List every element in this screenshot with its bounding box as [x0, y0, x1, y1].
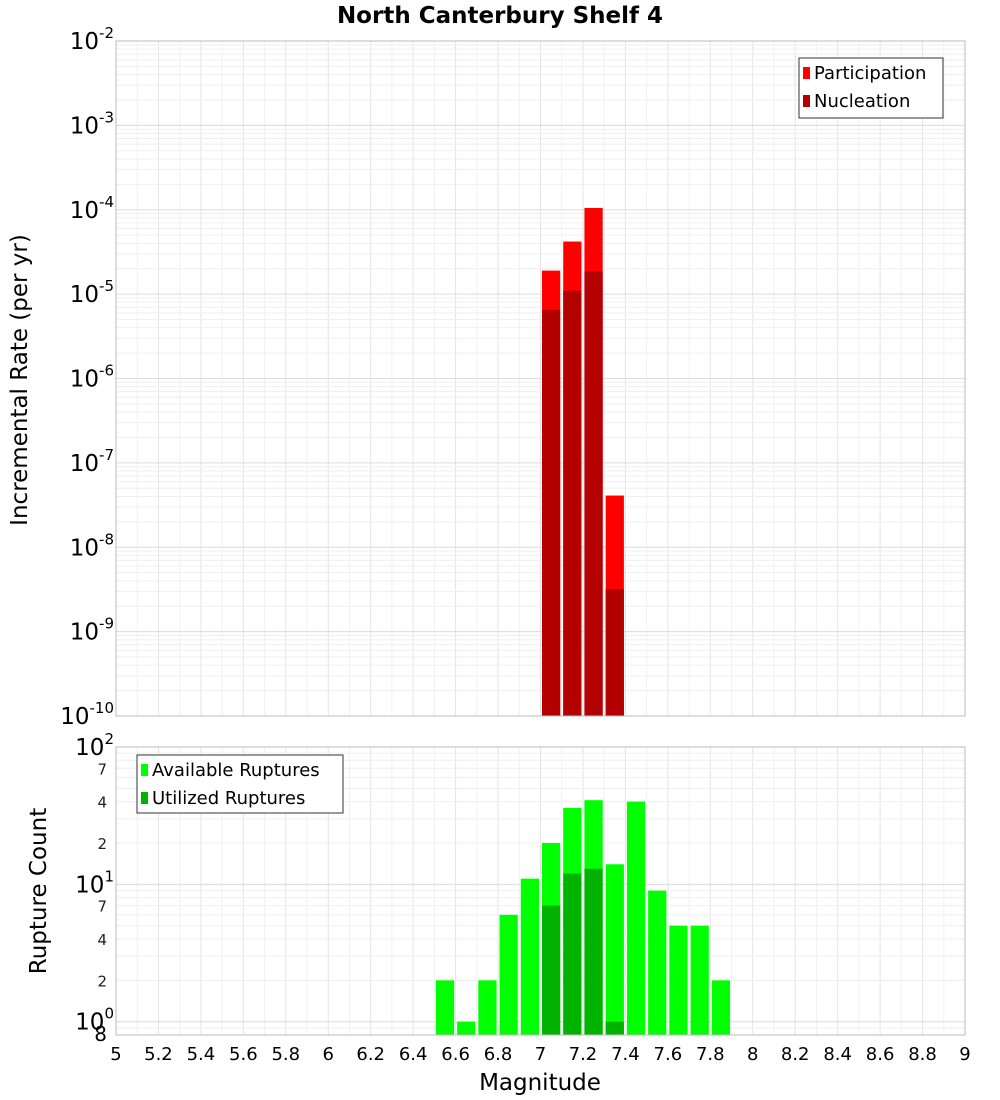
bottom-bar-available-ruptures: [690, 925, 709, 1035]
top-bar-nucleation: [584, 271, 603, 716]
bottom-y-tick-label: 100: [75, 1005, 114, 1036]
top-y-tick-label: 10-6: [70, 362, 114, 393]
x-tick-label: 6.2: [356, 1044, 385, 1065]
bottom-y-minor-tick-label: 7: [97, 898, 107, 916]
x-tick-label: 7.4: [611, 1044, 640, 1065]
x-tick-label: 6: [323, 1044, 334, 1065]
bottom-y-minor-tick-label: 2: [97, 972, 107, 990]
x-tick-label: 5.8: [271, 1044, 300, 1065]
x-tick-label: 7.8: [696, 1044, 725, 1065]
bottom-plot-border: [115, 746, 966, 1036]
x-tick-label: 5.4: [187, 1044, 216, 1065]
x-tick-label: 7.2: [569, 1044, 598, 1065]
x-tick-label: 8.4: [823, 1044, 852, 1065]
bottom-bar-available-ruptures: [605, 864, 624, 1035]
x-tick-label: 6.4: [399, 1044, 428, 1065]
top-legend: Participation Nucleation: [798, 57, 944, 119]
bottom-bars: [435, 800, 731, 1035]
x-tick-label: 7.6: [654, 1044, 683, 1065]
bottom-bar-utilized-ruptures: [584, 868, 603, 1035]
x-tick-label: 8.8: [908, 1044, 937, 1065]
bottom-y-minor-tick-label: 4: [97, 794, 107, 812]
legend-label: Utilized Ruptures: [152, 788, 305, 809]
top-y-tick-label: 10-8: [70, 530, 114, 561]
top-bar-nucleation: [563, 290, 582, 716]
top-y-axis-label: Incremental Rate (per yr): [7, 234, 33, 526]
bottom-legend: Available Ruptures Utilized Ruptures: [136, 754, 344, 814]
x-tick-label: 6.6: [441, 1044, 470, 1065]
top-gridlines: [115, 41, 966, 717]
bottom-bar-available-ruptures: [669, 925, 688, 1035]
x-tick-label: 6.8: [484, 1044, 513, 1065]
top-y-ticks: 10-2 10-3 10-4 10-5 10-6 10-7 10-8 10-9 10-10: [60, 24, 114, 730]
legend-label: Nucleation: [814, 91, 910, 112]
bottom-y-minor-tick-label: 8: [94, 1022, 107, 1046]
bottom-bar-available-ruptures: [457, 1021, 476, 1035]
legend-label: Available Ruptures: [152, 760, 320, 781]
top-y-tick-label: 10-7: [70, 446, 114, 477]
bottom-bar-available-ruptures: [499, 914, 518, 1035]
bottom-y-minor-tick-label: 7: [97, 760, 107, 778]
bottom-y-axis-label: Rupture Count: [26, 808, 52, 974]
top-y-tick-label: 10-9: [70, 615, 114, 646]
x-tick-label: 8.6: [866, 1044, 895, 1065]
top-y-tick-label: 10-10: [60, 699, 114, 730]
bottom-y-minor-tick-label: 4: [97, 931, 107, 949]
top-y-tick-label: 10-2: [70, 24, 114, 55]
bottom-y-minor-tick-label: 2: [97, 835, 107, 853]
top-y-tick-label: 10-3: [70, 108, 114, 139]
bottom-bar-available-ruptures: [648, 890, 667, 1035]
bottom-bar-utilized-ruptures: [605, 1021, 624, 1035]
bottom-bar-utilized-ruptures: [542, 905, 561, 1035]
top-plot-border: [115, 40, 966, 717]
legend-swatch: [803, 67, 810, 79]
bottom-y-tick-label: 102: [75, 730, 114, 761]
chart-title: North Canterbury Shelf 4: [337, 3, 663, 29]
top-bars: [542, 207, 624, 717]
rupture-count-panel: 102 101 100 7 4 2 7 4 2 8 Rupture Count Available…: [26, 730, 971, 1096]
x-axis-label: Magnitude: [479, 1070, 601, 1096]
bottom-y-tick-label: 101: [75, 867, 114, 898]
legend-box: [136, 754, 344, 814]
top-bar-nucleation: [605, 589, 624, 716]
x-tick-label: 7: [535, 1044, 546, 1065]
bottom-y-ticks: 102 101 100 7 4 2 7 4 2 8: [75, 730, 114, 1046]
bottom-bar-available-ruptures: [711, 980, 731, 1035]
top-bar-nucleation: [542, 309, 561, 716]
bottom-bar-utilized-ruptures: [563, 873, 582, 1035]
bottom-bar-available-ruptures: [478, 980, 497, 1035]
x-tick-label: 8.2: [781, 1044, 810, 1065]
bottom-bar-available-ruptures: [520, 878, 539, 1035]
x-tick-label: 9: [959, 1044, 970, 1065]
top-y-tick-label: 10-4: [70, 193, 114, 224]
x-tick-label: 5.6: [229, 1044, 258, 1065]
legend-swatch: [141, 764, 148, 776]
bottom-bar-available-ruptures: [626, 801, 646, 1035]
x-tick-label: 5.2: [144, 1044, 173, 1065]
incremental-rate-panel: 10-2 10-3 10-4 10-5 10-6 10-7 10-8 10-9 10-10 In…: [7, 24, 966, 730]
x-tick-label: 5: [110, 1044, 121, 1065]
legend-swatch: [141, 792, 148, 804]
x-tick-label: 8: [747, 1044, 758, 1065]
bottom-bar-available-ruptures: [435, 980, 455, 1035]
x-ticks: 5 5.2 5.4 5.6 5.8 6 6.2 6.4 6.6 6.8 7 7.2 7.4 7.6 7.8 8…: [110, 1044, 970, 1065]
legend-label: Participation: [814, 63, 926, 84]
legend-swatch: [803, 95, 810, 107]
legend-box: [798, 57, 944, 119]
top-y-tick-label: 10-5: [70, 277, 114, 308]
